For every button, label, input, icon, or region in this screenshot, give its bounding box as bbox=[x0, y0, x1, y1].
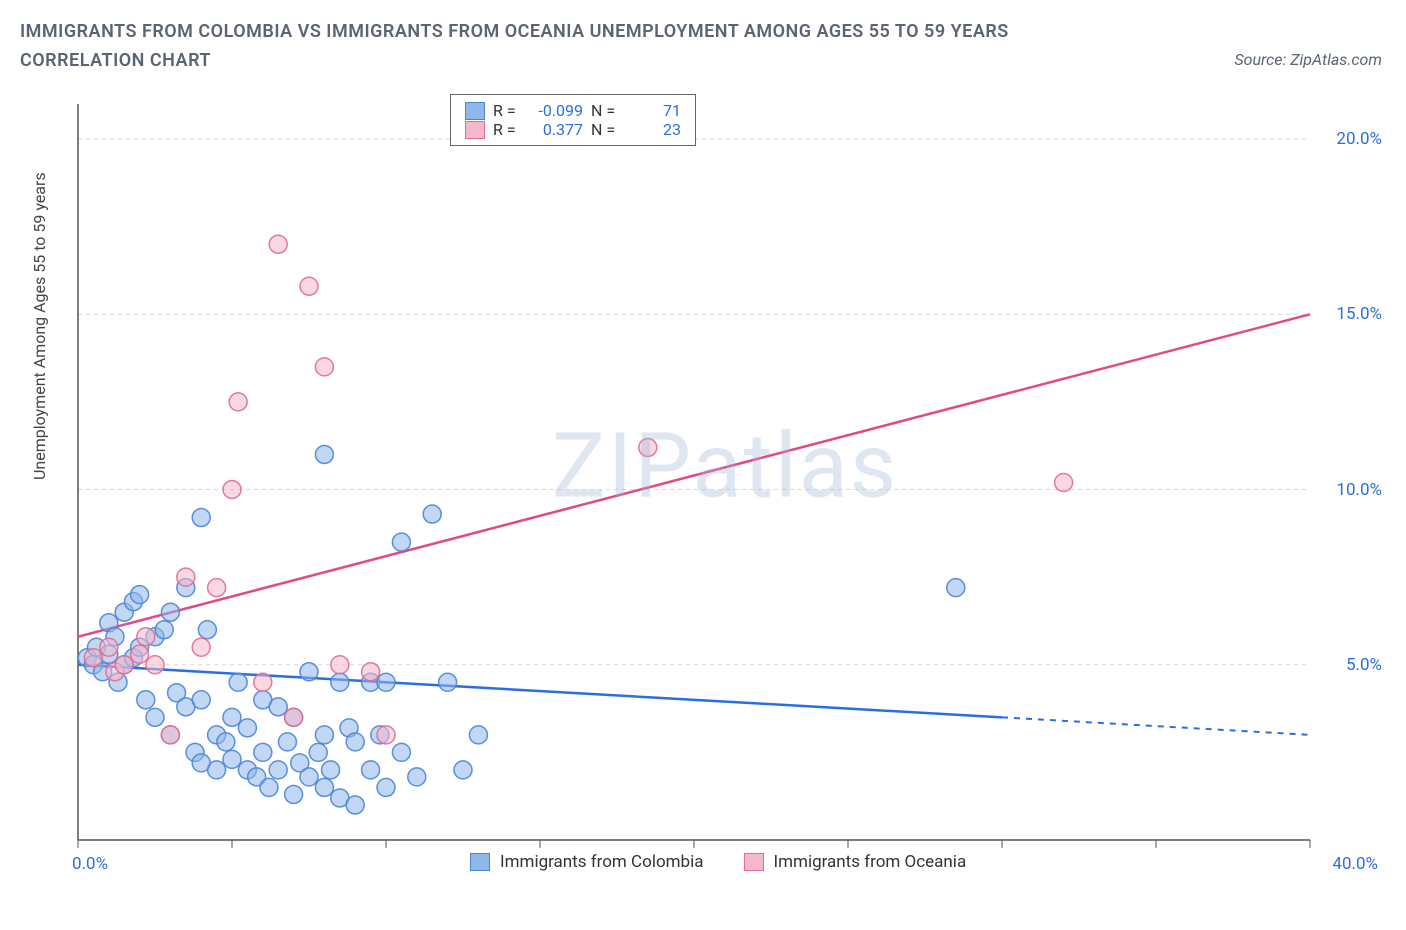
n-value: 71 bbox=[627, 101, 681, 120]
r-label: R = bbox=[493, 101, 521, 120]
r-value: 0.377 bbox=[529, 120, 583, 139]
legend-label: Immigrants from Colombia bbox=[500, 852, 704, 872]
legend-label: Immigrants from Oceania bbox=[774, 852, 967, 872]
n-value: 23 bbox=[627, 120, 681, 139]
swatch-colombia bbox=[465, 102, 485, 120]
x-axis-min-label: 0.0% bbox=[72, 854, 108, 874]
swatch-oceania bbox=[465, 121, 485, 139]
n-label: N = bbox=[591, 101, 619, 120]
source-attribution: Source: ZipAtlas.com bbox=[1234, 50, 1382, 69]
series-legend: Immigrants from Colombia Immigrants from… bbox=[470, 852, 966, 872]
y-tick-label: 10.0% bbox=[1336, 480, 1382, 500]
chart-area: ZIPatlas R = -0.099 N = 71 R = 0.377 N =… bbox=[70, 94, 1380, 870]
y-axis-label: Unemployment Among Ages 55 to 59 years bbox=[30, 172, 49, 480]
y-tick-label: 20.0% bbox=[1336, 129, 1382, 149]
y-tick-label: 5.0% bbox=[1346, 655, 1382, 675]
n-label: N = bbox=[591, 120, 619, 139]
legend-item-colombia: Immigrants from Colombia bbox=[470, 852, 704, 872]
legend-row-oceania: R = 0.377 N = 23 bbox=[465, 120, 681, 139]
scatter-plot bbox=[70, 94, 1380, 870]
swatch-colombia bbox=[470, 853, 490, 871]
legend-row-colombia: R = -0.099 N = 71 bbox=[465, 101, 681, 120]
y-tick-label: 15.0% bbox=[1336, 304, 1382, 324]
chart-title: IMMIGRANTS FROM COLOMBIA VS IMMIGRANTS F… bbox=[20, 18, 1120, 76]
legend-item-oceania: Immigrants from Oceania bbox=[744, 852, 967, 872]
correlation-legend: R = -0.099 N = 71 R = 0.377 N = 23 bbox=[450, 94, 696, 146]
x-axis-max-label: 40.0% bbox=[1332, 854, 1378, 874]
swatch-oceania bbox=[744, 853, 764, 871]
r-label: R = bbox=[493, 120, 521, 139]
r-value: -0.099 bbox=[529, 101, 583, 120]
